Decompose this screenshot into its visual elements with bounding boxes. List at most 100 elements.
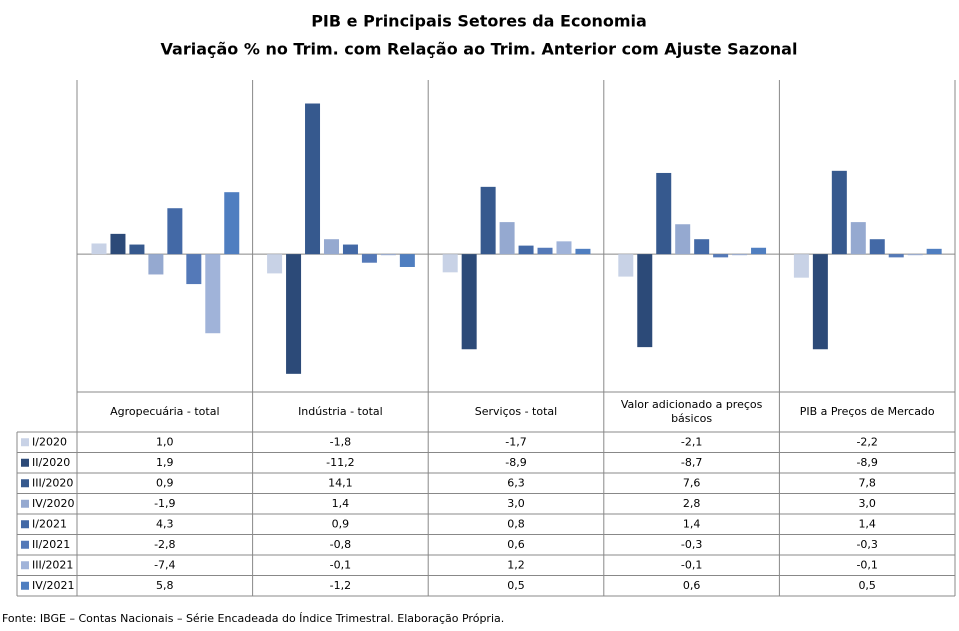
table-value: -2,2	[856, 435, 877, 448]
bar	[850, 222, 866, 255]
table-value: 14,1	[328, 476, 353, 489]
category-header: Agropecuária - total	[110, 405, 220, 418]
table-value: -0,1	[330, 558, 351, 571]
legend-key	[21, 479, 29, 488]
bar	[812, 254, 828, 350]
table-value: 1,4	[683, 517, 701, 530]
category-label: Agropecuária - total	[110, 405, 220, 418]
table-value: -1,2	[330, 579, 351, 592]
category-header: PIB a Preços de Mercado	[799, 405, 935, 418]
bar	[637, 254, 653, 348]
legend-key	[21, 520, 29, 529]
table-value: 1,9	[156, 456, 174, 469]
category-header: Valor adicionado a preços básicos	[620, 398, 763, 425]
bar	[110, 233, 126, 255]
legend-label: I/2021	[32, 517, 67, 530]
bar	[518, 245, 534, 255]
legend-key	[21, 581, 29, 590]
legend-label: II/2020	[32, 456, 70, 469]
bar	[305, 103, 321, 255]
table-value: -11,2	[326, 456, 354, 469]
bar	[713, 254, 729, 258]
legend-label: IV/2020	[32, 497, 74, 510]
table-value: -0,3	[856, 538, 877, 551]
bar	[186, 254, 202, 285]
table-value: -8,9	[856, 456, 877, 469]
bar	[205, 254, 221, 334]
table-value: 5,8	[156, 579, 174, 592]
table-value: -1,7	[505, 435, 526, 448]
bar	[732, 254, 748, 256]
table-value: -8,7	[681, 456, 702, 469]
table-value: -7,4	[154, 558, 175, 571]
bar	[224, 192, 240, 255]
table-value: -0,1	[856, 558, 877, 571]
bar	[380, 254, 396, 256]
table-value: 2,8	[683, 497, 701, 510]
bar	[323, 239, 339, 255]
bar	[751, 247, 767, 255]
bar	[480, 186, 496, 255]
table-value: 7,6	[683, 476, 701, 489]
table-value: 1,2	[507, 558, 525, 571]
bar	[148, 254, 164, 275]
category-label: Indústria - total	[298, 405, 383, 418]
bar	[442, 254, 458, 273]
legend-label: I/2020	[32, 435, 67, 448]
legend-label: II/2021	[32, 538, 70, 551]
bar	[361, 254, 377, 263]
category-label: Serviços - total	[474, 405, 558, 418]
table-value: -0,1	[681, 558, 702, 571]
bar	[499, 222, 515, 255]
bar	[342, 244, 358, 255]
bar	[537, 247, 553, 255]
bar	[618, 254, 634, 277]
table-value: 0,9	[332, 517, 350, 530]
table-value: 1,0	[156, 435, 174, 448]
category-header: Indústria - total	[298, 405, 383, 418]
bar	[267, 254, 283, 274]
legend-label: IV/2021	[32, 579, 74, 592]
table-value: 6,3	[507, 476, 525, 489]
table-value: 3,0	[858, 497, 876, 510]
source-note: Fonte: IBGE – Contas Nacionais – Série E…	[2, 612, 504, 625]
table-value: -0,8	[330, 538, 351, 551]
legend-key	[21, 438, 29, 447]
table-value: -2,1	[681, 435, 702, 448]
legend-key	[21, 540, 29, 549]
bar	[129, 244, 145, 255]
table-value: 7,8	[858, 476, 876, 489]
bar	[91, 243, 107, 255]
bar	[675, 224, 691, 255]
bar	[399, 254, 415, 267]
legend-label: III/2020	[32, 476, 73, 489]
table-value: 0,6	[683, 579, 701, 592]
table-value: -0,3	[681, 538, 702, 551]
bar	[831, 170, 847, 255]
table-value: -8,9	[505, 456, 526, 469]
legend-key	[21, 499, 29, 508]
bar	[907, 254, 923, 256]
bar	[926, 248, 942, 255]
table-value: 1,4	[332, 497, 350, 510]
bar	[656, 172, 672, 255]
table-value: -1,8	[330, 435, 351, 448]
table-value: -2,8	[154, 538, 175, 551]
bar	[575, 248, 591, 255]
legend-label: III/2021	[32, 558, 73, 571]
bar	[286, 254, 302, 374]
table-value: 4,3	[156, 517, 174, 530]
category-label: PIB a Preços de Mercado	[799, 405, 935, 418]
legend-key	[21, 561, 29, 570]
category-label: Valor adicionado a preços básicos	[620, 398, 763, 425]
category-header: Serviços - total	[474, 405, 558, 418]
legend-key	[21, 458, 29, 467]
bar	[461, 254, 477, 350]
chart-title: PIB e Principais Setores da Economia	[311, 12, 647, 31]
table-value: 0,6	[507, 538, 525, 551]
table-value: 0,9	[156, 476, 174, 489]
bar	[888, 254, 904, 258]
table-value: -1,9	[154, 497, 175, 510]
